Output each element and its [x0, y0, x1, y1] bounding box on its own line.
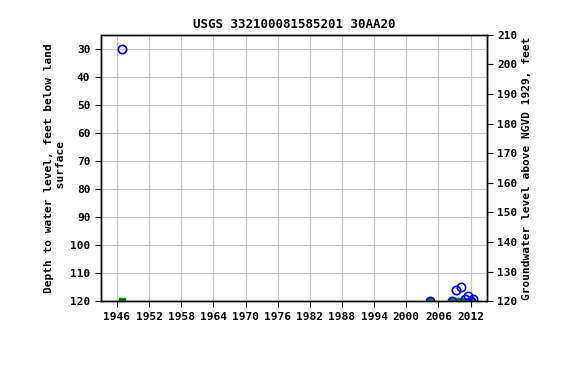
Y-axis label: Depth to water level, feet below land
 surface: Depth to water level, feet below land su…: [44, 43, 66, 293]
Y-axis label: Groundwater level above NGVD 1929, feet: Groundwater level above NGVD 1929, feet: [521, 36, 532, 300]
Title: USGS 332100081585201 30AA20: USGS 332100081585201 30AA20: [192, 18, 395, 31]
